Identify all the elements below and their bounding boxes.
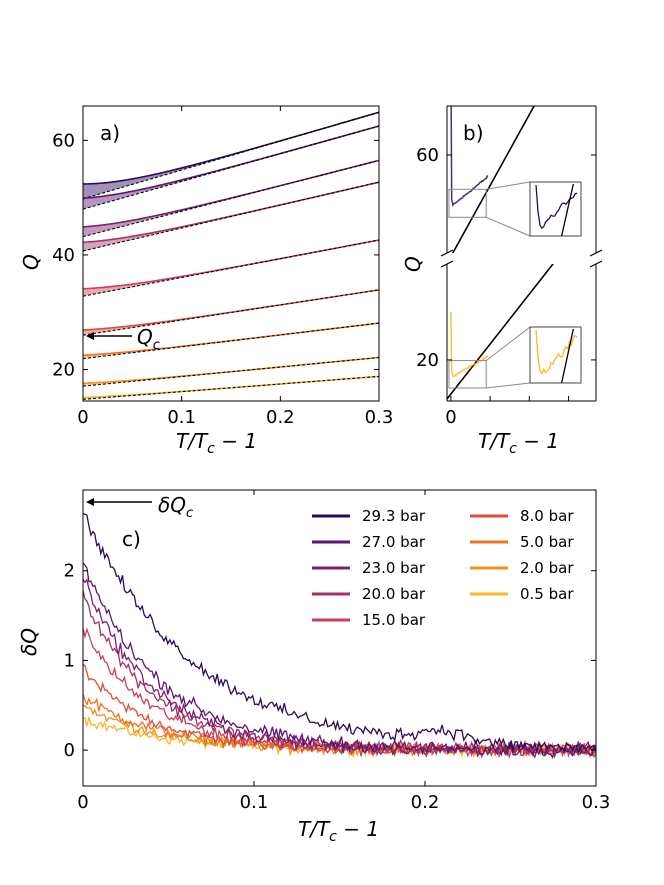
c-legend-label-7: 2.0 bar	[520, 559, 574, 577]
b-upper-zoom-box	[448, 188, 487, 218]
c-lines-clipped	[83, 513, 596, 760]
b-upper-fit-line	[451, 106, 535, 253]
b-upper-plot	[448, 106, 582, 253]
a-data-line-3	[82, 181, 380, 244]
b-break-mark-2	[589, 249, 603, 257]
a-ylabel: Q	[19, 254, 43, 270]
c-xlabel: T/Tc − 1	[298, 817, 379, 845]
a-qc-arrowhead	[86, 332, 94, 340]
c-legend: 29.3 bar 27.0 bar 23.0 bar 20.0 bar 15.0 bar…	[312, 507, 574, 629]
b-xtick-label-0: 0	[445, 407, 456, 428]
a-xtick-label-2: 0.2	[266, 407, 295, 428]
b-lower-plot	[447, 264, 582, 400]
a-data-line-5	[82, 289, 380, 331]
a-fit-line-2	[82, 159, 380, 238]
a-xtick-label-3: 0.3	[365, 407, 394, 428]
c-xtick-label-2: 0.2	[411, 792, 440, 813]
a-data-line-1	[82, 125, 380, 200]
c-legend-label-0: 29.3 bar	[362, 507, 426, 525]
b-lower-data-line	[450, 311, 489, 378]
c-legend-label-6: 5.0 bar	[520, 533, 574, 551]
b-ylabel: Q	[401, 256, 425, 272]
a-ytick-label-2: 60	[52, 130, 75, 151]
c-series-line-0	[83, 513, 596, 754]
c-axes-frame	[82, 489, 597, 787]
c-dqc-arrowhead	[86, 498, 94, 506]
a-qc-label: Qc	[137, 325, 160, 353]
b-upper-inset-fit	[560, 183, 574, 237]
c-ytick-label-2: 2	[64, 561, 75, 582]
c-legend-label-8: 0.5 bar	[520, 585, 574, 603]
c-series-line-2	[83, 578, 596, 759]
a-fit-line-0	[82, 111, 380, 200]
b-lower-zoom-link-1	[485, 326, 531, 361]
a-ytick-label-0: 20	[52, 359, 75, 380]
c-legend-label-5: 8.0 bar	[520, 507, 574, 525]
a-fit-line-1	[82, 125, 380, 210]
b-upper-zoom-link-2	[486, 216, 531, 237]
b-lower-inset-frame	[529, 326, 582, 384]
b-break-mark-3	[589, 260, 603, 268]
b-panel-label: b)	[463, 121, 484, 145]
c-legend-label-2: 23.0 bar	[362, 559, 426, 577]
c-dqc-annotation: δQc	[86, 493, 193, 521]
c-xtick-label-0: 0	[77, 792, 88, 813]
a-data-line-4	[82, 239, 380, 290]
b-lower-zoom-link-2	[486, 382, 531, 389]
c-xtick-label-1: 0.1	[240, 792, 269, 813]
b-lower-inset-fit	[560, 328, 574, 384]
a-xtick-label-0: 0	[77, 407, 88, 428]
c-xtick-label-3: 0.3	[582, 792, 611, 813]
c-panel-label: c)	[122, 527, 141, 551]
c-legend-label-4: 15.0 bar	[362, 611, 426, 629]
b-upper-zoom-link-1	[486, 181, 531, 190]
b-upper-data-line	[450, 106, 489, 208]
a-xlabel: T/Tc − 1	[176, 429, 257, 457]
c-legend-label-1: 27.0 bar	[362, 533, 426, 551]
panel-a: 0 0.1 0.2 0.3 20 40 60 a) Qc Q T/Tc − 1	[19, 105, 393, 457]
b-break-mark-0	[440, 249, 454, 257]
b-content: 60 20 0	[416, 105, 603, 428]
b-lower-fit-line	[447, 264, 554, 400]
panel-c: 0 0.1 0.2 0.3 0 1 2 c) δQc 29.3 bar 27.0 bar 23.…	[17, 489, 611, 845]
b-lower-zoom-box	[448, 360, 487, 389]
c-ticks: 0 0.1 0.2 0.3 0 1 2	[64, 490, 611, 813]
a-data-line-6	[82, 322, 380, 356]
a-data-line-0	[82, 111, 380, 185]
panel-b: 60 20 0 b) Q T/Tc − 1	[401, 105, 603, 457]
a-ticks: 0 0.1 0.2 0.3 20 40 60	[52, 106, 393, 428]
a-fit-line-4	[82, 239, 380, 297]
c-ytick-label-0: 0	[64, 740, 75, 761]
c-series-line-3	[83, 590, 596, 758]
b-upper-inset-frame	[529, 181, 582, 237]
a-fit-line-3	[82, 181, 380, 252]
a-ytick-label-1: 40	[52, 245, 75, 266]
a-panel-label: a)	[100, 121, 120, 145]
b-break-mark-1	[440, 260, 454, 268]
a-series-lines	[82, 111, 380, 400]
a-fit-line-7	[82, 356, 380, 387]
b-upper-ytick-label-0: 60	[416, 145, 439, 166]
a-xtick-label-1: 0.1	[167, 407, 196, 428]
b-xlabel: T/Tc − 1	[478, 429, 559, 457]
c-ylabel: δQ	[17, 628, 41, 656]
c-dqc-label: δQc	[158, 493, 193, 521]
c-series-lines	[83, 513, 596, 760]
c-legend-label-3: 20.0 bar	[362, 585, 426, 603]
a-axes-frame	[82, 105, 380, 402]
c-series-line-4	[83, 627, 596, 759]
b-lower-ytick-label-0: 20	[416, 350, 439, 371]
a-qc-annotation: Qc	[86, 325, 160, 353]
a-fit-line-8	[82, 375, 380, 400]
c-ytick-label-1: 1	[64, 650, 75, 671]
